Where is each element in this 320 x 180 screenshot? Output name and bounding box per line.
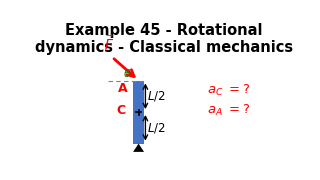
Text: $a_A\ =?$: $a_A\ =?$: [207, 103, 250, 118]
Text: A: A: [118, 82, 128, 95]
Text: $L/2$: $L/2$: [147, 89, 166, 103]
Text: Example 45 - Rotational
dynamics - Classical mechanics: Example 45 - Rotational dynamics - Class…: [35, 23, 293, 55]
Text: $a_C\ =?$: $a_C\ =?$: [207, 83, 250, 98]
Text: $\theta$: $\theta$: [123, 67, 131, 79]
FancyBboxPatch shape: [133, 80, 144, 144]
Text: $L/2$: $L/2$: [147, 121, 166, 135]
Text: C: C: [116, 104, 125, 117]
Text: $\vec{F}$: $\vec{F}$: [104, 35, 115, 53]
Polygon shape: [133, 144, 144, 152]
